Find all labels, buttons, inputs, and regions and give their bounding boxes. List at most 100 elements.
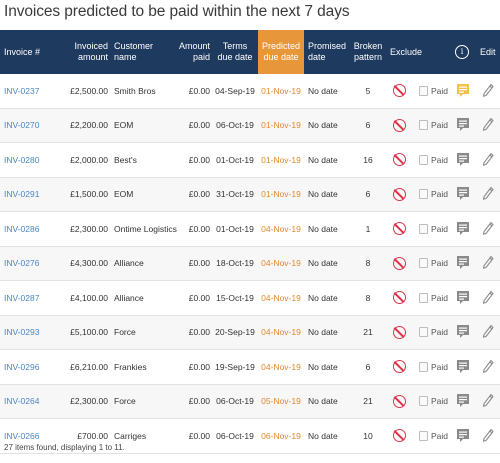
paid-checkbox[interactable] bbox=[419, 361, 428, 372]
exclude-icon[interactable] bbox=[392, 325, 406, 339]
cell-invoice[interactable]: INV-0237 bbox=[4, 85, 40, 96]
paid-checkbox[interactable] bbox=[419, 120, 428, 131]
col-header-customer[interactable]: Customer name bbox=[114, 41, 154, 62]
cell-customer: Alliance bbox=[114, 292, 144, 303]
note-icon[interactable] bbox=[456, 428, 470, 444]
cell-invoiced-amount: £6,210.00 bbox=[70, 361, 108, 372]
edit-pencil-icon[interactable] bbox=[482, 186, 494, 202]
cell-invoice[interactable]: INV-0296 bbox=[4, 361, 40, 372]
note-icon[interactable] bbox=[456, 83, 470, 99]
paid-checkbox[interactable] bbox=[419, 292, 428, 303]
col-header-broken[interactable]: Broken pattern bbox=[353, 41, 383, 62]
exclude-icon[interactable] bbox=[392, 360, 406, 374]
paid-checkbox[interactable] bbox=[419, 85, 428, 96]
edit-pencil-icon[interactable] bbox=[482, 324, 494, 340]
exclude-icon[interactable] bbox=[392, 84, 406, 98]
cell-invoice[interactable]: INV-0287 bbox=[4, 292, 40, 303]
table-row: INV-0237 £2,500.00 Smith Bros £0.00 04-Sep-1… bbox=[0, 74, 500, 109]
paid-toggle[interactable]: Paid bbox=[419, 396, 448, 407]
cell-invoiced-amount: £5,100.00 bbox=[70, 327, 108, 338]
exclude-icon[interactable] bbox=[392, 187, 406, 201]
edit-pencil-icon[interactable] bbox=[482, 393, 494, 409]
cell-invoice[interactable]: INV-0266 bbox=[4, 430, 40, 441]
cell-invoice[interactable]: INV-0280 bbox=[4, 154, 40, 165]
cell-invoiced-amount: £2,200.00 bbox=[70, 120, 108, 131]
note-icon[interactable] bbox=[456, 255, 470, 271]
exclude-icon[interactable] bbox=[392, 394, 406, 408]
cell-promised: No date bbox=[308, 361, 338, 372]
cell-terms-due: 15-Oct-19 bbox=[216, 292, 254, 303]
paid-checkbox[interactable] bbox=[419, 258, 428, 269]
edit-pencil-icon[interactable] bbox=[482, 428, 494, 444]
note-icon[interactable] bbox=[456, 359, 470, 375]
pagination-summary: 27 items found, displaying 1 to 11. bbox=[4, 443, 125, 452]
edit-pencil-icon[interactable] bbox=[482, 83, 494, 99]
cell-invoice[interactable]: INV-0264 bbox=[4, 396, 40, 407]
col-header-invoiced-amount[interactable]: Invoiced amount bbox=[74, 41, 108, 62]
table-row: INV-0291 £1,500.00 EOM £0.00 31-Oct-19 01-Nov… bbox=[0, 177, 500, 212]
cell-invoice[interactable]: INV-0270 bbox=[4, 120, 40, 131]
cell-amount-paid: £0.00 bbox=[188, 430, 210, 441]
paid-checkbox[interactable] bbox=[419, 430, 428, 441]
cell-customer: Best's bbox=[114, 154, 137, 165]
cell-invoice[interactable]: INV-0293 bbox=[4, 327, 40, 338]
edit-pencil-icon[interactable] bbox=[482, 290, 494, 306]
paid-toggle[interactable]: Paid bbox=[419, 223, 448, 234]
paid-toggle[interactable]: Paid bbox=[419, 430, 448, 441]
exclude-icon[interactable] bbox=[392, 153, 406, 167]
paid-checkbox[interactable] bbox=[419, 327, 428, 338]
paid-checkbox[interactable] bbox=[419, 189, 428, 200]
exclude-icon[interactable] bbox=[392, 222, 406, 236]
cell-predicted-due: 01-Nov-19 bbox=[261, 189, 301, 200]
note-icon[interactable] bbox=[456, 290, 470, 306]
edit-pencil-icon[interactable] bbox=[482, 359, 494, 375]
cell-customer: Force bbox=[114, 396, 136, 407]
table-row: INV-0286 £2,300.00 Ontime Logistics £0.00 01… bbox=[0, 212, 500, 247]
cell-broken: 6 bbox=[365, 189, 371, 200]
paid-toggle[interactable]: Paid bbox=[419, 154, 449, 165]
cell-customer: EOM bbox=[114, 189, 134, 200]
note-icon[interactable] bbox=[456, 186, 470, 202]
table-body: INV-0237 £2,500.00 Smith Bros £0.00 04-Sep-1… bbox=[0, 74, 500, 454]
cell-promised: No date bbox=[308, 154, 338, 165]
note-icon[interactable] bbox=[456, 152, 470, 168]
exclude-icon[interactable] bbox=[392, 256, 406, 270]
note-icon[interactable] bbox=[456, 221, 470, 237]
note-icon[interactable] bbox=[456, 117, 470, 133]
note-icon[interactable] bbox=[456, 324, 470, 340]
paid-checkbox[interactable] bbox=[419, 396, 428, 407]
info-icon[interactable]: i bbox=[455, 45, 469, 59]
cell-amount-paid: £0.00 bbox=[188, 396, 210, 407]
paid-label: Paid bbox=[431, 258, 449, 269]
note-icon[interactable] bbox=[456, 393, 470, 409]
cell-invoice[interactable]: INV-0291 bbox=[4, 189, 40, 200]
edit-pencil-icon[interactable] bbox=[482, 255, 494, 271]
paid-toggle[interactable]: Paid bbox=[419, 361, 448, 372]
paid-toggle[interactable]: Paid bbox=[419, 85, 448, 96]
exclude-icon[interactable] bbox=[392, 429, 406, 443]
col-header-predicted-due[interactable]: Predicted due date bbox=[258, 30, 304, 74]
table-row: INV-0293 £5,100.00 Force £0.00 20-Sep-19 04-N… bbox=[0, 315, 500, 350]
exclude-icon[interactable] bbox=[392, 291, 406, 305]
cell-invoice[interactable]: INV-0276 bbox=[4, 258, 40, 269]
col-header-amount-paid[interactable]: Amount paid bbox=[178, 41, 210, 62]
cell-invoiced-amount: £2,000.00 bbox=[70, 154, 108, 165]
edit-pencil-icon[interactable] bbox=[482, 152, 494, 168]
paid-toggle[interactable]: Paid bbox=[419, 120, 448, 131]
col-header-promised[interactable]: Promised date bbox=[308, 41, 347, 62]
paid-toggle[interactable]: Paid bbox=[419, 258, 449, 269]
col-header-info[interactable]: i bbox=[452, 30, 472, 74]
edit-pencil-icon[interactable] bbox=[482, 117, 494, 133]
edit-pencil-icon[interactable] bbox=[482, 221, 494, 237]
paid-toggle[interactable]: Paid bbox=[419, 292, 448, 303]
exclude-icon[interactable] bbox=[392, 118, 406, 132]
paid-toggle[interactable]: Paid bbox=[419, 327, 448, 338]
table-row: INV-0270 £2,200.00 EOM £0.00 06-Oct-19 01-Nov… bbox=[0, 108, 500, 143]
col-header-invoice[interactable]: Invoice # bbox=[4, 46, 41, 57]
col-header-terms-due[interactable]: Terms due date bbox=[217, 41, 253, 62]
paid-checkbox[interactable] bbox=[419, 154, 428, 165]
paid-checkbox[interactable] bbox=[419, 223, 428, 234]
paid-toggle[interactable]: Paid bbox=[419, 189, 448, 200]
cell-invoice[interactable]: INV-0286 bbox=[4, 223, 40, 234]
paid-label: Paid bbox=[431, 154, 449, 165]
